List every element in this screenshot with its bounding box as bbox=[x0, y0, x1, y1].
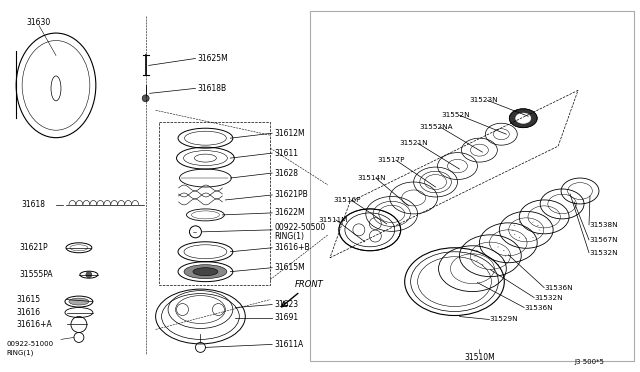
Ellipse shape bbox=[80, 271, 98, 278]
Text: 31517P: 31517P bbox=[378, 157, 405, 163]
Text: 31552NA: 31552NA bbox=[420, 124, 453, 130]
Ellipse shape bbox=[69, 298, 89, 305]
Circle shape bbox=[86, 272, 92, 278]
Text: 31552N: 31552N bbox=[442, 112, 470, 118]
Text: 31616: 31616 bbox=[16, 308, 40, 317]
Text: 31616+B: 31616+B bbox=[274, 243, 310, 252]
Text: 31630: 31630 bbox=[26, 18, 51, 27]
Text: 31532N: 31532N bbox=[589, 250, 618, 256]
Text: 31523N: 31523N bbox=[469, 97, 498, 103]
Text: 00922-51000: 00922-51000 bbox=[6, 341, 53, 347]
Text: 31621PB: 31621PB bbox=[274, 190, 308, 199]
Text: 31612M: 31612M bbox=[274, 129, 305, 138]
Text: 31521N: 31521N bbox=[400, 140, 428, 146]
Text: 31623: 31623 bbox=[274, 300, 298, 309]
Ellipse shape bbox=[509, 109, 537, 128]
Text: RING(1): RING(1) bbox=[6, 349, 33, 356]
Text: 31611A: 31611A bbox=[274, 340, 303, 349]
Text: 31615: 31615 bbox=[16, 295, 40, 304]
Text: 31625M: 31625M bbox=[198, 54, 228, 63]
Text: 31536N: 31536N bbox=[544, 285, 573, 291]
Text: 31516P: 31516P bbox=[333, 197, 360, 203]
Text: 31555PA: 31555PA bbox=[19, 270, 52, 279]
Text: 31616+A: 31616+A bbox=[16, 320, 52, 329]
Text: 31611: 31611 bbox=[274, 149, 298, 158]
Text: 31615M: 31615M bbox=[274, 263, 305, 272]
Text: FRONT: FRONT bbox=[295, 280, 324, 289]
Text: 31618: 31618 bbox=[21, 201, 45, 209]
Text: 31529N: 31529N bbox=[490, 317, 518, 323]
Text: 31510M: 31510M bbox=[464, 353, 495, 362]
Text: 31514N: 31514N bbox=[358, 175, 387, 181]
Ellipse shape bbox=[516, 113, 531, 124]
Text: 31628: 31628 bbox=[274, 169, 298, 177]
Text: RING(1): RING(1) bbox=[274, 232, 304, 241]
Text: 31532N: 31532N bbox=[534, 295, 563, 301]
Ellipse shape bbox=[193, 268, 218, 276]
Ellipse shape bbox=[184, 265, 227, 279]
Text: 31536N: 31536N bbox=[524, 305, 553, 311]
Text: 31621P: 31621P bbox=[19, 243, 48, 252]
Text: 00922-50500: 00922-50500 bbox=[274, 223, 325, 232]
Circle shape bbox=[142, 95, 149, 102]
Text: 31511M: 31511M bbox=[318, 217, 348, 223]
Text: 31538N: 31538N bbox=[589, 222, 618, 228]
Text: 31622M: 31622M bbox=[274, 208, 305, 217]
Text: 31691: 31691 bbox=[274, 313, 298, 322]
Bar bbox=[310, 11, 634, 361]
Text: 31618B: 31618B bbox=[198, 84, 227, 93]
Text: J3 500*5: J3 500*5 bbox=[574, 359, 604, 365]
Text: 31567N: 31567N bbox=[589, 237, 618, 243]
